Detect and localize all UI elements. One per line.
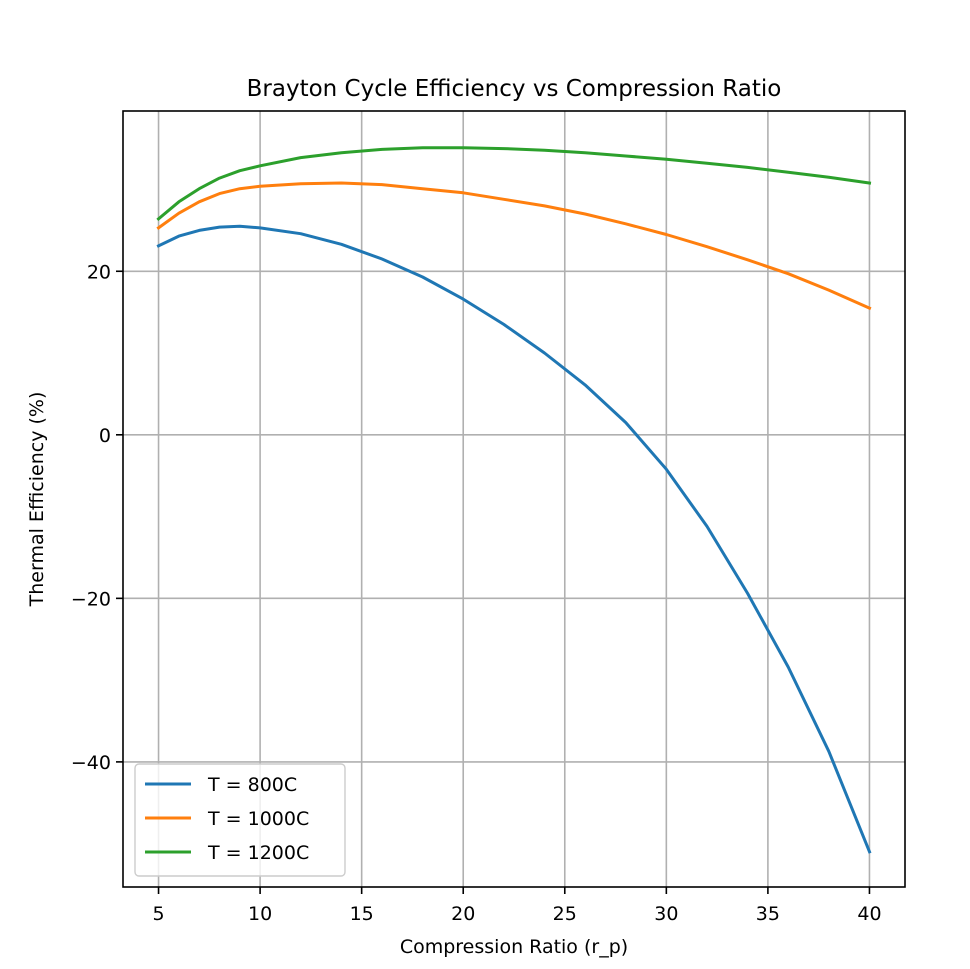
legend-box <box>134 763 346 877</box>
y-tick-label: 0 <box>99 425 111 447</box>
x-tick-label: 25 <box>553 903 577 925</box>
series-line-2 <box>156 181 872 311</box>
plot-lines <box>156 146 872 854</box>
series-line-3 <box>156 146 872 222</box>
y-tick-label: −20 <box>71 588 111 610</box>
series-line-1 <box>156 224 872 854</box>
x-tick-label: 35 <box>756 903 780 925</box>
x-tick-label: 20 <box>451 903 475 925</box>
x-axis-label: Compression Ratio (r_p) <box>400 936 628 958</box>
x-tick-label: 30 <box>654 903 678 925</box>
legend-label: T = 800C <box>207 774 297 796</box>
plot-frame <box>122 110 906 888</box>
legend: T = 800C T = 1000C T = 1200C <box>134 763 346 877</box>
x-tick-label: 40 <box>857 903 881 925</box>
grid <box>123 111 905 887</box>
chart-title: Brayton Cycle Efficiency vs Compression … <box>247 76 782 102</box>
legend-label: T = 1000C <box>207 808 309 830</box>
y-axis-label: Thermal Efficiency (%) <box>26 392 48 608</box>
y-axis-ticks: 20 0 −20 −40 <box>71 261 123 774</box>
x-tick-label: 10 <box>248 903 272 925</box>
x-tick-label: 5 <box>152 903 164 925</box>
y-tick-label: −40 <box>71 752 111 774</box>
y-tick-label: 20 <box>87 261 111 283</box>
x-tick-label: 15 <box>350 903 374 925</box>
legend-label: T = 1200C <box>207 842 309 864</box>
x-axis-ticks: 5 10 15 20 25 30 35 40 <box>152 887 882 925</box>
